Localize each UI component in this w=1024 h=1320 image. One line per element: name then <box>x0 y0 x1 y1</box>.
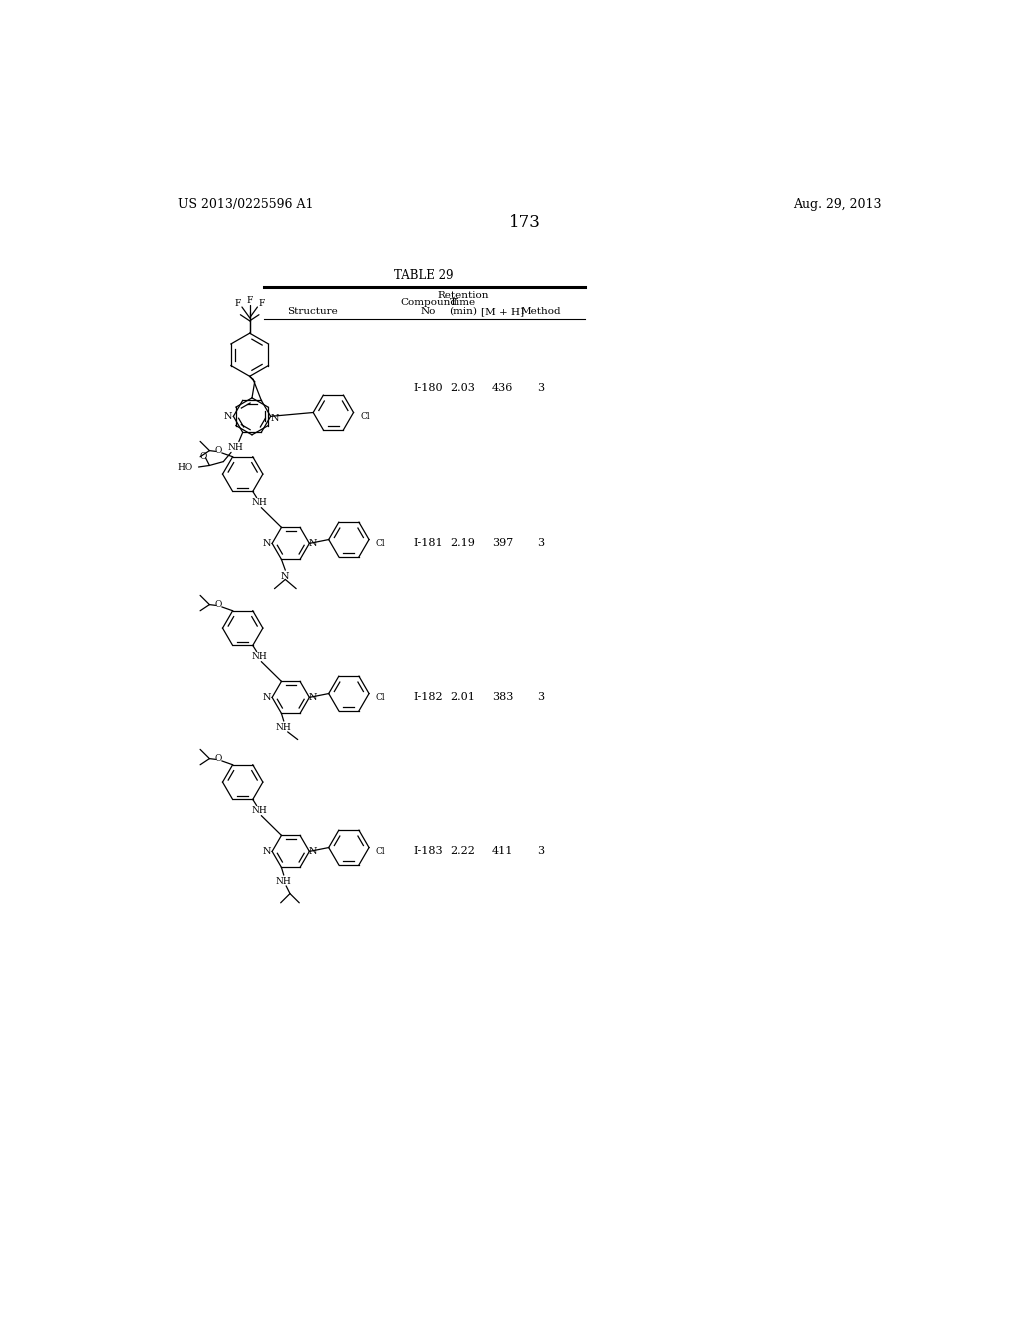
Text: 2.03: 2.03 <box>451 383 475 393</box>
Text: NH: NH <box>251 499 267 507</box>
Text: N: N <box>262 847 271 855</box>
Text: NH: NH <box>275 723 292 731</box>
Text: NH: NH <box>251 652 267 661</box>
Text: F: F <box>258 300 264 309</box>
Text: N: N <box>309 847 317 855</box>
Text: 2.01: 2.01 <box>451 693 475 702</box>
Text: HO: HO <box>177 462 193 471</box>
Text: 3: 3 <box>538 693 545 702</box>
Text: Cl: Cl <box>360 412 370 421</box>
Text: Retention: Retention <box>437 290 488 300</box>
Text: N: N <box>309 693 317 702</box>
Text: O: O <box>214 754 221 763</box>
Text: 397: 397 <box>492 539 513 548</box>
Text: TABLE 29: TABLE 29 <box>394 268 454 281</box>
Text: I-183: I-183 <box>414 846 443 857</box>
Text: Structure: Structure <box>287 308 338 315</box>
Text: (min): (min) <box>449 308 477 315</box>
Text: F: F <box>247 297 253 305</box>
Text: NH: NH <box>227 444 243 453</box>
Text: N: N <box>262 539 271 548</box>
Text: 436: 436 <box>492 383 513 393</box>
Text: Time: Time <box>450 298 476 306</box>
Text: 383: 383 <box>492 693 513 702</box>
Text: N: N <box>281 572 290 581</box>
Text: 3: 3 <box>538 539 545 548</box>
Text: Compound: Compound <box>400 298 457 306</box>
Text: Aug. 29, 2013: Aug. 29, 2013 <box>793 198 882 211</box>
Text: 3: 3 <box>538 383 545 393</box>
Text: [M + H]: [M + H] <box>480 308 524 315</box>
Text: I-181: I-181 <box>414 539 443 548</box>
Text: N: N <box>309 539 317 548</box>
Text: No: No <box>421 308 436 315</box>
Text: NH: NH <box>251 807 267 816</box>
Text: N: N <box>262 693 271 702</box>
Text: O: O <box>214 601 221 609</box>
Text: O: O <box>214 446 221 455</box>
Text: 2.22: 2.22 <box>451 846 475 857</box>
Text: 3: 3 <box>538 846 545 857</box>
Text: Cl: Cl <box>376 847 385 855</box>
Text: I-182: I-182 <box>414 693 443 702</box>
Text: Method: Method <box>521 308 561 315</box>
Text: N: N <box>223 412 232 421</box>
Text: NH: NH <box>275 876 292 886</box>
Text: Cl: Cl <box>376 693 385 702</box>
Text: I-180: I-180 <box>414 383 443 393</box>
Text: 2.19: 2.19 <box>451 539 475 548</box>
Text: US 2013/0225596 A1: US 2013/0225596 A1 <box>178 198 314 211</box>
Text: N: N <box>270 414 279 424</box>
Text: 173: 173 <box>509 214 541 231</box>
Text: F: F <box>234 300 242 309</box>
Text: O: O <box>200 451 207 461</box>
Text: 411: 411 <box>492 846 513 857</box>
Text: Cl: Cl <box>376 539 385 548</box>
